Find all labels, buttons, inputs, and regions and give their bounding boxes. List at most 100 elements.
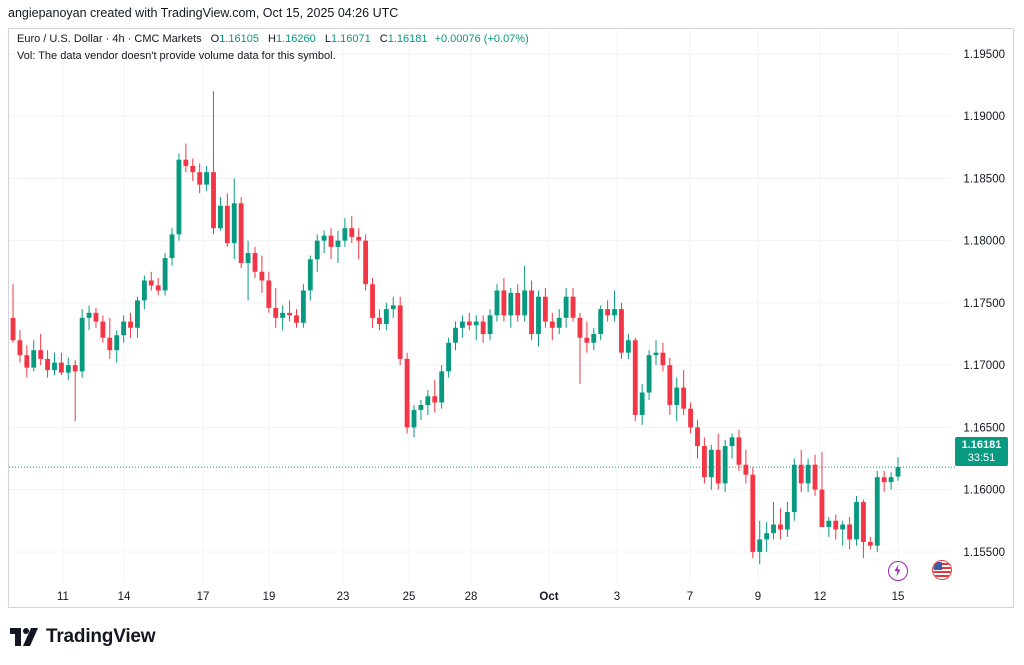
candle (764, 521, 770, 552)
candle-body (370, 284, 375, 318)
candle (314, 234, 320, 272)
candle (881, 470, 887, 493)
candle (625, 334, 631, 359)
candle-body (722, 446, 728, 484)
candle-body (494, 290, 500, 316)
candle (114, 330, 120, 363)
candle-body (425, 396, 431, 405)
candle-body (17, 340, 23, 356)
candle (107, 317, 113, 359)
candle-body (619, 309, 624, 353)
candle (155, 277, 161, 296)
candle (383, 302, 389, 331)
candle-body (639, 392, 645, 415)
candle-body (377, 317, 382, 325)
candle (72, 360, 78, 422)
candle (480, 315, 486, 343)
x-tick-label: 14 (118, 591, 131, 603)
high-label: H (268, 33, 276, 45)
candle (238, 197, 244, 269)
chart-frame[interactable] (8, 28, 1014, 608)
candle (197, 163, 203, 194)
candle (771, 502, 776, 540)
candle (798, 449, 804, 493)
candle-body (176, 159, 182, 235)
candle-body (238, 203, 244, 264)
candle (425, 390, 431, 415)
candle-body (404, 358, 410, 428)
last-price-value: 1.16181 (961, 439, 1002, 451)
candle-body (162, 258, 168, 291)
candle-body (356, 236, 362, 241)
candle (176, 153, 182, 241)
candle (466, 312, 472, 331)
candle-body (128, 321, 133, 328)
candle-body (771, 524, 776, 534)
candle-body (93, 312, 99, 322)
x-tick-label: Oct (539, 591, 558, 603)
candle (418, 399, 424, 420)
us-flag-icon[interactable] (932, 560, 952, 580)
candle (307, 255, 313, 301)
symbol-legend: Euro / U.S. Dollar · 4h · CMC Markets O1… (17, 33, 529, 45)
bar-countdown: 33:51 (967, 452, 996, 464)
candle (141, 275, 147, 310)
candle-body (660, 352, 666, 366)
candle-body (148, 280, 154, 286)
candle (79, 309, 85, 378)
candle-body (743, 464, 749, 475)
candle-body (100, 321, 106, 338)
candle (432, 380, 438, 413)
candle (321, 230, 327, 254)
candle-body (515, 292, 521, 316)
candle-body (598, 309, 604, 335)
candle-body (383, 309, 389, 325)
candle (58, 352, 64, 376)
candle (791, 458, 797, 521)
candle-body (584, 337, 590, 343)
x-tick-label: 3 (614, 591, 620, 603)
candle-body (245, 253, 251, 264)
candle (38, 334, 44, 366)
open-value: 1.16105 (219, 33, 259, 45)
candle-body (736, 437, 742, 465)
candle-body (501, 290, 507, 316)
candle (701, 437, 707, 484)
candle (639, 383, 645, 425)
candle-body (252, 253, 258, 272)
candle (266, 271, 272, 313)
candle-body (141, 280, 147, 301)
candle-body (798, 464, 804, 484)
candle (653, 340, 659, 366)
candle-body (542, 296, 548, 322)
brand-logo: TradingView (10, 626, 156, 648)
candle (563, 287, 569, 328)
candle-body (570, 296, 576, 318)
candle (501, 277, 507, 322)
candle-body (812, 464, 818, 490)
candle (515, 284, 521, 322)
candle (280, 305, 286, 331)
candle-body (701, 446, 707, 478)
candle-body (778, 524, 783, 530)
x-tick-label: 9 (755, 591, 761, 603)
candle-body (805, 464, 811, 484)
candle (674, 377, 680, 422)
x-tick-label: 25 (403, 591, 416, 603)
candle-body (529, 290, 534, 335)
candle-body (314, 240, 320, 260)
candle-body (473, 321, 479, 326)
candle (17, 330, 23, 363)
candle-body (231, 203, 237, 244)
candle-body (204, 172, 210, 185)
candle-body (31, 350, 37, 368)
candle (328, 228, 334, 260)
candle (646, 350, 652, 400)
candle (411, 404, 417, 438)
candle (778, 508, 783, 540)
lightning-event-icon[interactable] (888, 561, 908, 581)
candle (93, 307, 99, 328)
candle-body (121, 321, 127, 336)
candle-body (65, 365, 71, 373)
